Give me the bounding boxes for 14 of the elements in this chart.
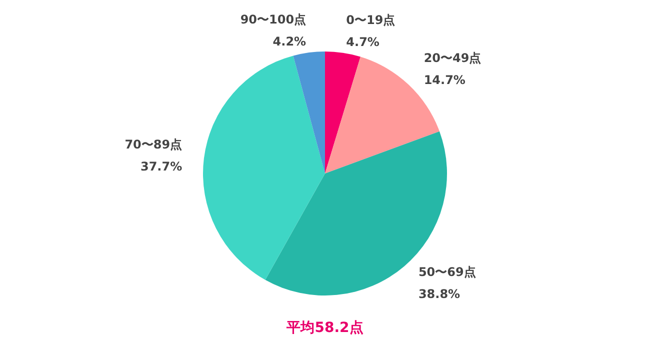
slice-label: 0〜19点 bbox=[346, 13, 396, 28]
data-label: 38.8% bbox=[418, 287, 460, 302]
data-label: 4.7% bbox=[346, 35, 380, 50]
slice-label: 50〜69点 bbox=[418, 265, 476, 280]
slice-label: 20〜49点 bbox=[424, 50, 482, 65]
pie-slice bbox=[325, 52, 360, 174]
slice-label: 70〜89点 bbox=[124, 138, 182, 152]
slice-label: 90〜100点 bbox=[240, 12, 306, 27]
pie-slice bbox=[293, 52, 325, 174]
pie-slice bbox=[203, 56, 325, 280]
data-label: 4.2% bbox=[272, 34, 306, 49]
data-label: 14.7% bbox=[424, 72, 466, 87]
data-label: 37.7% bbox=[140, 160, 182, 174]
text: 平均58.2点 bbox=[286, 320, 364, 336]
